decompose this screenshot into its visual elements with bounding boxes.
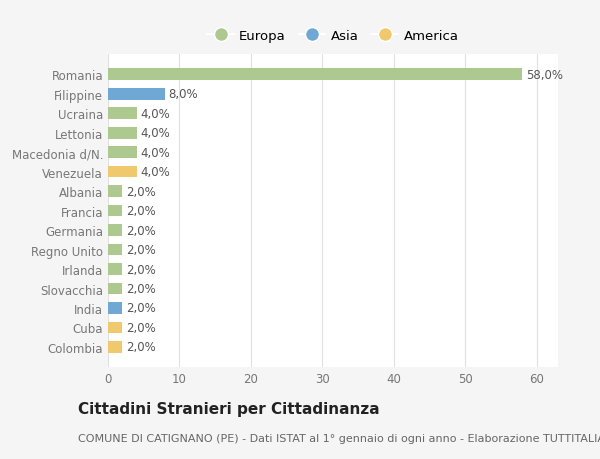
Bar (108, 283, 122, 295)
Legend: Europa, Asia, America: Europa, Asia, America (202, 24, 464, 48)
Bar (108, 186, 122, 197)
Text: 2,0%: 2,0% (126, 321, 155, 334)
Text: 2,0%: 2,0% (126, 263, 155, 276)
Bar (108, 69, 522, 81)
Text: 2,0%: 2,0% (126, 224, 155, 237)
Bar (108, 89, 165, 101)
Text: 4,0%: 4,0% (140, 146, 170, 159)
Bar (108, 302, 122, 314)
Text: 2,0%: 2,0% (126, 341, 155, 354)
Text: 58,0%: 58,0% (526, 68, 563, 82)
Text: Cittadini Stranieri per Cittadinanza: Cittadini Stranieri per Cittadinanza (78, 401, 380, 416)
Bar (108, 341, 122, 353)
Bar (108, 167, 137, 178)
Bar (108, 244, 122, 256)
Text: 2,0%: 2,0% (126, 205, 155, 218)
Text: 2,0%: 2,0% (126, 282, 155, 295)
Bar (108, 205, 122, 217)
Text: 4,0%: 4,0% (140, 107, 170, 120)
Bar (108, 322, 122, 334)
Bar (108, 108, 137, 120)
Text: 2,0%: 2,0% (126, 244, 155, 257)
Bar (108, 128, 137, 139)
Text: 8,0%: 8,0% (169, 88, 199, 101)
Bar (108, 225, 122, 236)
Text: 2,0%: 2,0% (126, 302, 155, 315)
Text: 2,0%: 2,0% (126, 185, 155, 198)
Text: 4,0%: 4,0% (140, 127, 170, 140)
Text: COMUNE DI CATIGNANO (PE) - Dati ISTAT al 1° gennaio di ogni anno - Elaborazione : COMUNE DI CATIGNANO (PE) - Dati ISTAT al… (78, 433, 600, 442)
Text: 4,0%: 4,0% (140, 166, 170, 179)
Bar (108, 147, 137, 159)
Bar (108, 263, 122, 275)
